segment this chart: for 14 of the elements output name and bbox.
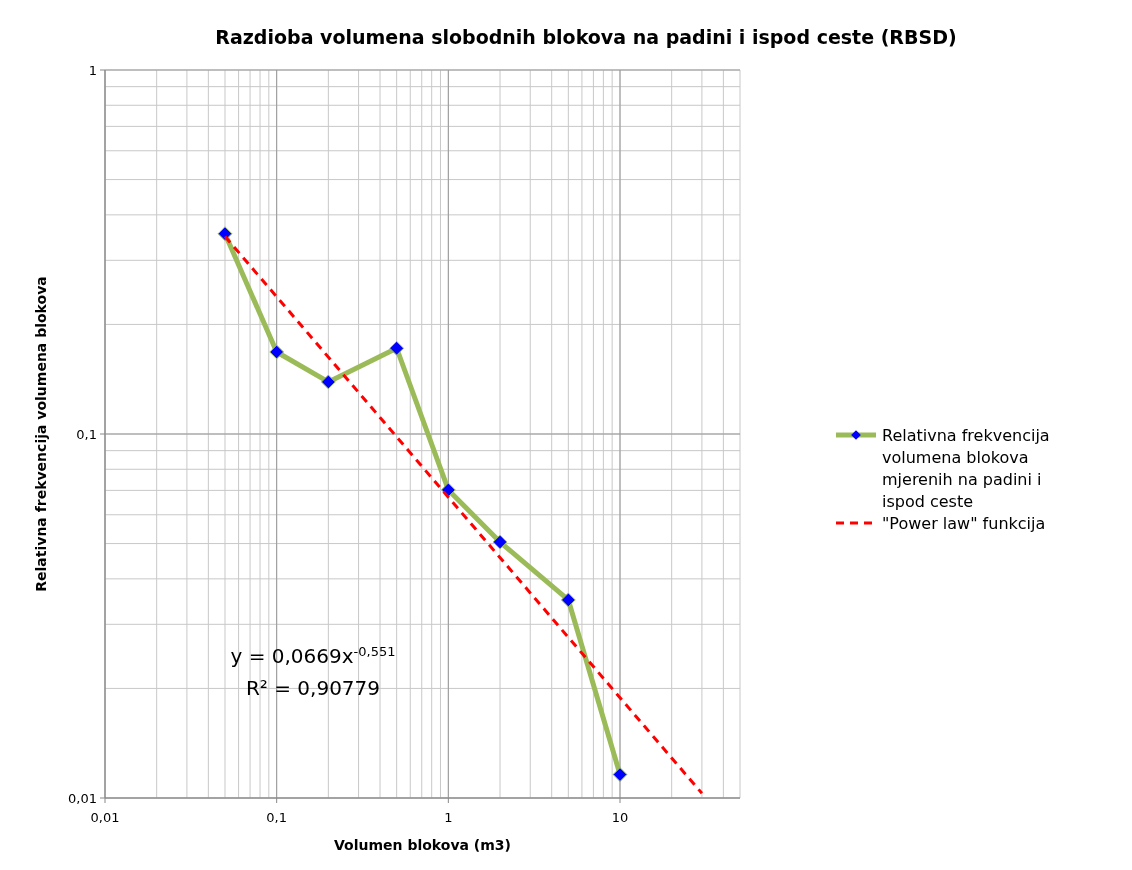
x-tick-label: 1 [444, 810, 453, 825]
chart-title: Razdioba volumena slobodnih blokova na padini i ispod ceste (RBSD) [215, 26, 957, 48]
x-tick-label: 10 [611, 810, 629, 825]
y-tick-label: 1 [88, 63, 97, 78]
y-tick-label: 0,1 [76, 427, 97, 442]
x-tick-label: 0,01 [90, 810, 120, 825]
x-axis-title: Volumen blokova (m3) [334, 837, 511, 853]
x-tick-label: 0,1 [266, 810, 288, 825]
annotation: R² = 0,90779 [245, 676, 381, 700]
legend-label: Relativna frekvencija volumena blokova mjerenih na padini i ispod ceste [882, 426, 1050, 511]
annotation: y = 0,0669x$^{-0,551}$ [230, 643, 396, 668]
y-tick-label: 0,01 [68, 791, 97, 806]
y-axis-title: Relativna frekvencija volumena blokova [33, 276, 49, 592]
legend-label: "Power law" funkcija [882, 514, 1046, 533]
